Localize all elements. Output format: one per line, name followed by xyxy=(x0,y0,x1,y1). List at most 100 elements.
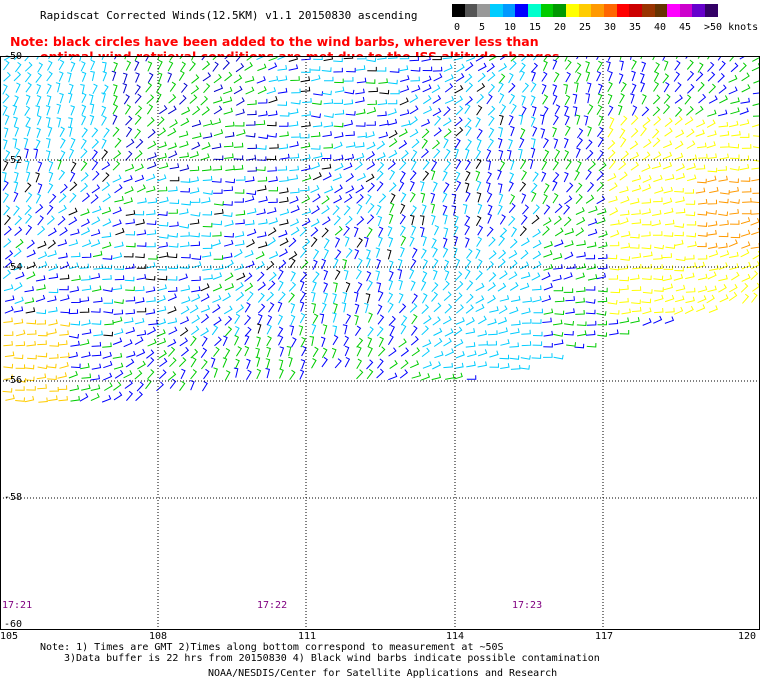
wind-barb xyxy=(56,117,62,128)
wind-barb xyxy=(697,62,704,73)
wind-barb xyxy=(445,373,455,380)
wind-barb xyxy=(400,246,405,258)
wind-barb xyxy=(508,250,518,259)
wind-barb xyxy=(422,66,433,72)
wind-barb xyxy=(409,180,415,192)
wind-barb xyxy=(519,70,525,81)
wind-barb xyxy=(134,84,141,95)
wind-barb xyxy=(268,302,275,313)
wind-barb xyxy=(101,92,106,103)
wind-barb xyxy=(419,226,425,238)
wind-barb xyxy=(365,194,372,205)
wind-barb xyxy=(498,127,504,138)
wind-barb xyxy=(224,272,234,282)
wind-barb xyxy=(388,236,394,248)
wind-barb xyxy=(674,239,684,247)
wind-barb xyxy=(531,272,541,281)
legend-swatch xyxy=(679,4,693,17)
wind-barb xyxy=(47,239,57,249)
wind-barb xyxy=(695,129,705,137)
wind-barb xyxy=(486,182,491,193)
wind-barb xyxy=(379,89,390,95)
wind-barb xyxy=(323,98,334,105)
wind-barb xyxy=(48,160,54,172)
wind-barb xyxy=(147,357,155,368)
wind-barb xyxy=(752,99,760,106)
wind-barb xyxy=(167,60,174,72)
wind-barb xyxy=(157,127,167,137)
wind-barb xyxy=(332,334,339,346)
wind-barb xyxy=(552,160,559,171)
wind-barb xyxy=(323,76,334,82)
wind-barb xyxy=(499,114,504,126)
wind-barb xyxy=(390,193,396,204)
wind-barb xyxy=(323,121,334,128)
wind-barb xyxy=(59,352,70,358)
wind-barb xyxy=(246,190,257,196)
wind-barb xyxy=(497,317,508,325)
wind-barb xyxy=(321,227,329,238)
wind-barb xyxy=(607,56,612,61)
wind-barb xyxy=(753,76,760,84)
wind-barb xyxy=(576,287,586,293)
wind-barb xyxy=(543,204,551,215)
wind-barb xyxy=(498,249,507,260)
wind-barb xyxy=(697,199,708,205)
wind-barb xyxy=(290,76,300,81)
wind-barb xyxy=(124,163,135,172)
wind-barb xyxy=(27,354,37,360)
wind-barb xyxy=(566,263,576,269)
wind-barb xyxy=(137,360,146,370)
wind-barb xyxy=(442,280,450,291)
wind-barb xyxy=(423,95,432,105)
wind-barb xyxy=(3,317,13,323)
wind-barb xyxy=(311,113,321,119)
wind-barb xyxy=(487,71,496,82)
wind-barb xyxy=(48,263,58,271)
wind-barb xyxy=(497,138,503,149)
wind-barb xyxy=(223,201,233,206)
wind-barb xyxy=(69,333,79,339)
wind-barb xyxy=(269,251,279,259)
wind-barb xyxy=(91,285,102,292)
wind-barb xyxy=(585,139,593,150)
legend-swatch xyxy=(578,4,592,17)
wind-barb xyxy=(4,306,14,314)
wind-barb xyxy=(213,189,223,194)
wind-barb xyxy=(421,128,430,139)
wind-barb xyxy=(697,273,708,281)
wind-barb xyxy=(366,359,374,370)
wind-barb xyxy=(123,370,133,379)
wind-barb xyxy=(180,117,190,127)
wind-barb xyxy=(543,308,554,315)
wind-barb xyxy=(583,115,589,126)
wind-barb xyxy=(631,218,642,225)
lon-label-111: 111 xyxy=(298,631,317,642)
wind-barb xyxy=(322,324,328,335)
wind-barb xyxy=(697,232,708,237)
wind-barb xyxy=(125,242,136,248)
wind-barb xyxy=(189,166,200,172)
wind-barb xyxy=(739,107,749,115)
wind-barb xyxy=(25,307,36,314)
wind-barb xyxy=(521,237,530,247)
wind-barb xyxy=(575,182,583,193)
wind-barb xyxy=(565,59,572,70)
wind-barb xyxy=(475,215,482,227)
wind-barb xyxy=(685,200,696,205)
wind-barb xyxy=(321,67,332,72)
wind-barb xyxy=(421,148,429,158)
wind-barb xyxy=(15,61,22,73)
wind-barb xyxy=(467,350,477,358)
wind-barb xyxy=(631,286,642,291)
wind-barb xyxy=(563,272,573,280)
wind-barb xyxy=(81,127,88,138)
wind-barb xyxy=(236,97,245,106)
wind-barb xyxy=(609,182,618,192)
wind-barb xyxy=(157,174,167,182)
wind-barb xyxy=(619,171,628,181)
wind-barb xyxy=(531,71,536,82)
wind-barb xyxy=(718,175,728,182)
wind-barb xyxy=(719,250,730,258)
wind-barb xyxy=(498,149,504,161)
